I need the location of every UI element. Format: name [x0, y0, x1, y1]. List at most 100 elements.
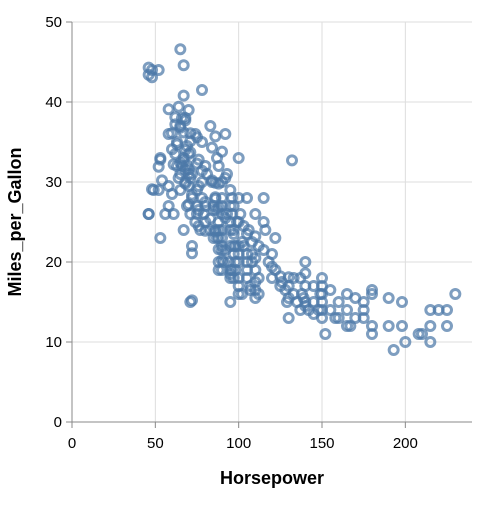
- data-point: [416, 328, 428, 340]
- data-points: [142, 43, 462, 356]
- data-point: [241, 192, 253, 204]
- data-point: [176, 112, 188, 124]
- data-point: [366, 320, 378, 332]
- data-point: [399, 336, 412, 348]
- axes: 0 50 100 150 200 0 10 20 30 40 50: [45, 14, 472, 452]
- data-point: [219, 128, 232, 140]
- data-point: [171, 136, 183, 148]
- data-point: [196, 164, 208, 177]
- data-point: [146, 64, 158, 76]
- data-point: [249, 284, 262, 296]
- data-point: [207, 204, 220, 216]
- x-tick-label: 50: [147, 435, 164, 452]
- y-tick-label: 0: [54, 414, 62, 431]
- data-point: [324, 284, 337, 296]
- data-point: [299, 256, 312, 268]
- y-tick-label: 10: [45, 334, 62, 351]
- data-point: [249, 230, 262, 243]
- data-point: [231, 216, 243, 228]
- y-tick-label: 30: [45, 174, 62, 191]
- data-point: [172, 100, 185, 113]
- data-point: [226, 192, 238, 204]
- data-point: [341, 288, 353, 300]
- data-point: [324, 304, 337, 316]
- data-point: [177, 224, 190, 236]
- data-point: [162, 103, 175, 116]
- data-point: [154, 153, 167, 166]
- data-point: [221, 168, 233, 180]
- data-point: [199, 224, 212, 237]
- data-point: [224, 268, 237, 280]
- data-point: [382, 320, 395, 332]
- data-point: [224, 296, 237, 308]
- data-point: [382, 292, 395, 304]
- y-axis-title: Miles_per_Gallon: [5, 147, 25, 296]
- data-point: [262, 256, 275, 268]
- data-point: [211, 152, 223, 164]
- data-point: [184, 146, 197, 159]
- data-point: [396, 296, 408, 308]
- data-point: [287, 272, 300, 284]
- data-point: [216, 244, 228, 256]
- data-point: [192, 153, 205, 166]
- y-tick-label: 50: [45, 14, 62, 31]
- x-tick-label: 100: [226, 435, 251, 452]
- data-point: [387, 344, 400, 356]
- data-point: [307, 280, 320, 292]
- data-point: [249, 208, 262, 220]
- data-point: [177, 89, 190, 102]
- data-point: [154, 232, 167, 244]
- data-point: [294, 272, 307, 284]
- data-point: [366, 284, 378, 296]
- data-point: [216, 192, 228, 204]
- data-point: [424, 320, 437, 332]
- data-point: [232, 280, 245, 292]
- data-point: [206, 174, 218, 187]
- data-point: [282, 312, 295, 324]
- data-point: [206, 141, 218, 154]
- data-point: [186, 240, 198, 252]
- data-point: [259, 224, 272, 236]
- data-point: [287, 288, 300, 300]
- data-point: [341, 304, 353, 316]
- data-point: [217, 256, 230, 268]
- data-point: [186, 247, 198, 260]
- x-axis-title: Horsepower: [220, 468, 324, 488]
- data-point: [204, 120, 217, 132]
- data-point: [177, 59, 190, 72]
- data-point: [232, 152, 245, 164]
- x-tick-label: 200: [393, 435, 418, 452]
- data-point: [172, 172, 185, 184]
- data-point: [177, 126, 190, 139]
- data-point: [332, 312, 345, 324]
- data-point: [441, 304, 453, 316]
- data-point: [152, 184, 165, 196]
- data-point: [246, 256, 258, 268]
- data-point: [269, 264, 282, 276]
- y-tick-label: 40: [45, 94, 62, 111]
- x-tick-label: 150: [309, 435, 334, 452]
- data-point: [237, 240, 250, 252]
- data-point: [174, 43, 187, 56]
- data-point: [186, 294, 198, 307]
- data-point: [316, 272, 328, 284]
- data-point: [286, 154, 298, 167]
- data-point: [159, 208, 172, 220]
- data-point: [252, 272, 265, 284]
- data-point: [156, 174, 168, 187]
- data-point: [196, 84, 208, 96]
- data-point: [357, 296, 370, 308]
- data-point: [242, 224, 255, 236]
- data-point: [269, 232, 282, 244]
- data-point: [252, 240, 265, 252]
- data-point: [441, 320, 453, 332]
- data-point: [366, 288, 378, 300]
- data-point: [169, 148, 182, 160]
- data-point: [152, 64, 165, 76]
- data-point: [147, 184, 160, 196]
- data-point: [332, 296, 345, 308]
- y-tick-label: 20: [45, 254, 62, 271]
- data-point: [146, 71, 158, 84]
